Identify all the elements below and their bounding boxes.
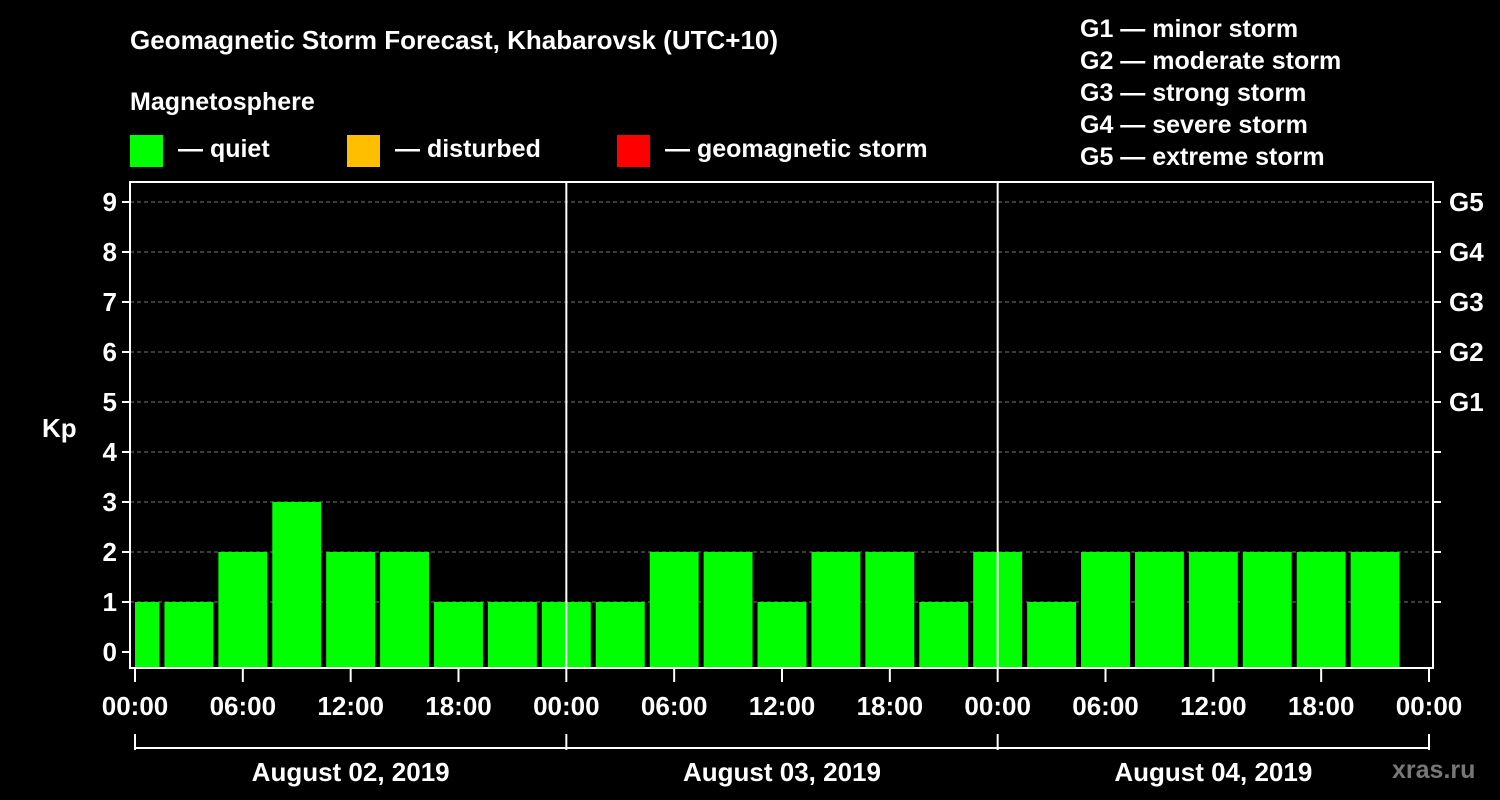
bar-1 — [164, 602, 214, 668]
bar-20 — [1188, 552, 1238, 668]
bar-3 — [272, 502, 322, 668]
x-tick-label-10: 12:00 — [1180, 691, 1247, 721]
storm-level-label-g1: G1 — [1449, 387, 1484, 417]
bar-9 — [595, 602, 645, 668]
x-axis: 00:00 06:00 12:00 18:00 00:00 06:00 12:00 18:00… — [102, 668, 1463, 721]
y-tick-label-0: 0 — [103, 637, 117, 667]
storm-scale-g2: G2 — moderate storm — [1080, 47, 1341, 75]
bar-22 — [1296, 552, 1346, 668]
storm-level-label-g3: G3 — [1449, 287, 1484, 317]
bar-21 — [1242, 552, 1292, 668]
x-tick-label-6: 12:00 — [749, 691, 816, 721]
storm-scale-g1: G1 — minor storm — [1080, 15, 1298, 43]
day-label-0: August 02, 2019 — [252, 757, 450, 787]
bar-6 — [434, 602, 483, 668]
day-label-2: August 04, 2019 — [1114, 757, 1312, 787]
storm-scale-g3: G3 — strong storm — [1080, 79, 1306, 107]
bar-13 — [811, 552, 861, 668]
chart-title: Geomagnetic Storm Forecast, Khabarovsk (… — [130, 25, 778, 55]
x-tick-label-5: 06:00 — [641, 691, 708, 721]
bar-23 — [1350, 552, 1400, 668]
x-tick-label-2: 12:00 — [317, 691, 384, 721]
x-tick-label-7: 18:00 — [857, 691, 924, 721]
day-dividers — [565, 182, 999, 668]
day-axis: August 02, 2019 August 03, 2019 August 04,… — [134, 734, 1430, 787]
legend: — quiet — disturbed — geomagnetic storm — [130, 135, 928, 167]
x-tick-label-12: 00:00 — [1396, 691, 1463, 721]
legend-label-disturbed: — disturbed — [395, 135, 541, 163]
legend-label-quiet: — quiet — [178, 135, 270, 163]
legend-swatch-disturbed — [347, 135, 380, 167]
storm-level-label-g5: G5 — [1449, 187, 1484, 217]
storm-scale-g5: G5 — extreme storm — [1080, 143, 1325, 171]
y-tick-label-2: 2 — [103, 537, 117, 567]
y-axis-label: Kp — [42, 413, 77, 443]
x-tick-label-4: 00:00 — [533, 691, 600, 721]
y-tick-label-1: 1 — [103, 587, 117, 617]
bar-0 — [135, 602, 160, 668]
legend-title: Magnetosphere — [130, 88, 315, 116]
storm-level-axis: G1 G2 G3 G4 G5 — [1433, 187, 1484, 603]
y-tick-label-5: 5 — [103, 387, 117, 417]
bar-5 — [380, 552, 430, 668]
watermark: xras.ru — [1392, 756, 1475, 784]
day-label-1: August 03, 2019 — [683, 757, 881, 787]
legend-swatch-storm — [617, 135, 650, 167]
x-tick-label-0: 00:00 — [102, 691, 169, 721]
y-tick-label-9: 9 — [103, 187, 117, 217]
bar-12 — [757, 602, 807, 668]
y-tick-label-6: 6 — [103, 337, 117, 367]
storm-level-label-g2: G2 — [1449, 337, 1484, 367]
y-tick-label-4: 4 — [103, 437, 118, 467]
y-tick-label-3: 3 — [103, 487, 117, 517]
x-tick-label-1: 06:00 — [210, 691, 277, 721]
bar-7 — [487, 602, 537, 668]
bar-17 — [1027, 602, 1077, 668]
y-tick-label-8: 8 — [103, 237, 117, 267]
x-tick-label-9: 06:00 — [1072, 691, 1139, 721]
y-tick-label-7: 7 — [103, 287, 117, 317]
legend-label-storm: — geomagnetic storm — [665, 135, 928, 163]
storm-level-label-g4: G4 — [1449, 237, 1484, 267]
bar-15 — [919, 602, 969, 668]
bar-2 — [218, 552, 268, 668]
x-tick-label-11: 18:00 — [1288, 691, 1355, 721]
bar-19 — [1134, 552, 1184, 668]
storm-scale-g4: G4 — severe storm — [1080, 111, 1308, 139]
bar-18 — [1081, 552, 1130, 668]
x-tick-label-8: 00:00 — [964, 691, 1031, 721]
y-axis: 0 1 2 3 4 5 6 7 8 9 — [103, 187, 130, 667]
bar-11 — [703, 552, 753, 668]
storm-scale-legend: G1 — minor storm G2 — moderate storm G3 … — [1080, 15, 1341, 171]
bars — [135, 502, 1400, 668]
bar-14 — [865, 552, 915, 668]
x-tick-label-3: 18:00 — [425, 691, 492, 721]
bar-10 — [649, 552, 699, 668]
legend-swatch-quiet — [130, 135, 163, 167]
bar-4 — [326, 552, 376, 668]
